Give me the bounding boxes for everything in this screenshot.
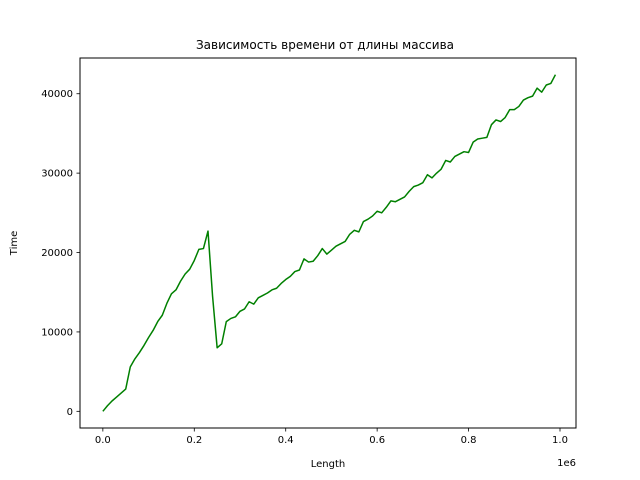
axes-frame bbox=[79, 57, 577, 429]
y-tick-label: 0 bbox=[67, 407, 73, 418]
x-tick-label: 0.4 bbox=[278, 435, 294, 446]
y-tick-label: 20000 bbox=[41, 248, 73, 259]
x-axis-offset-text: 1e6 bbox=[557, 458, 576, 469]
x-tick-label: 0.0 bbox=[95, 435, 111, 446]
plot-area bbox=[102, 74, 557, 412]
x-tick-label: 0.6 bbox=[369, 435, 385, 446]
y-axis-label: Time bbox=[9, 231, 20, 256]
x-tick-label: 0.2 bbox=[186, 435, 202, 446]
y-tick-label: 30000 bbox=[41, 169, 73, 180]
series-line-0 bbox=[102, 74, 557, 412]
y-tick-label: 10000 bbox=[41, 327, 73, 338]
y-tick-label: 40000 bbox=[41, 89, 73, 100]
x-axis-label: Length bbox=[311, 459, 346, 470]
y-axis: 0 10000 20000 30000 40000 bbox=[41, 89, 80, 418]
x-tick-label: 0.8 bbox=[461, 435, 477, 446]
x-tick-label: 1.0 bbox=[552, 435, 568, 446]
chart-title: Зависимость времени от длины массива bbox=[196, 38, 454, 52]
x-axis: 0.0 0.2 0.4 0.6 0.8 1.0 bbox=[95, 428, 568, 446]
